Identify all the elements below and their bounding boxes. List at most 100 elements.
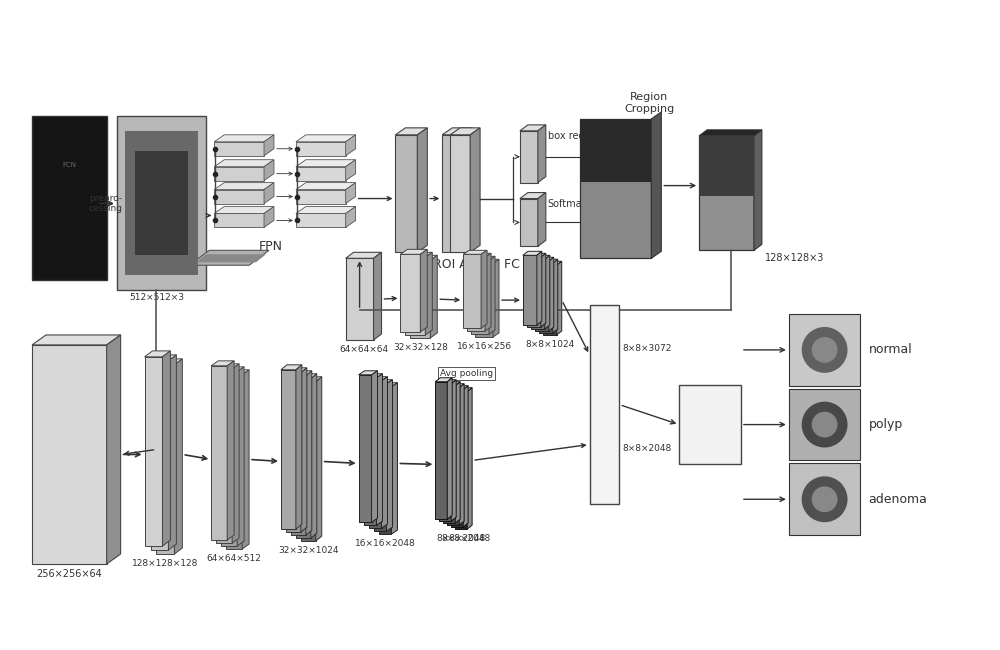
Polygon shape [520,131,538,183]
Text: 8×8×1024: 8×8×1024 [525,340,574,349]
Polygon shape [539,263,553,333]
Text: 8×8×3072: 8×8×3072 [622,344,672,354]
Polygon shape [471,256,495,260]
Text: adenoma: adenoma [868,493,927,506]
Polygon shape [214,135,274,142]
Polygon shape [699,136,754,250]
Polygon shape [311,374,317,538]
Polygon shape [553,259,558,333]
Polygon shape [450,135,470,252]
Polygon shape [467,254,491,257]
Polygon shape [405,252,432,257]
Polygon shape [226,370,249,375]
Polygon shape [463,250,487,254]
Polygon shape [174,359,182,554]
Polygon shape [346,183,356,203]
Polygon shape [32,345,107,564]
Polygon shape [471,260,489,334]
Text: 16×16×2048: 16×16×2048 [355,539,415,548]
Polygon shape [296,207,356,213]
Polygon shape [364,374,383,378]
Polygon shape [520,198,538,246]
Polygon shape [447,388,459,525]
Polygon shape [374,384,386,531]
Polygon shape [306,370,312,535]
Polygon shape [264,135,274,156]
Text: FC layers: FC layers [681,418,739,431]
Polygon shape [377,374,383,525]
Polygon shape [379,387,391,534]
Polygon shape [301,368,307,532]
Polygon shape [296,213,346,228]
Polygon shape [651,112,661,258]
Polygon shape [291,376,306,535]
Polygon shape [196,254,266,262]
Polygon shape [296,190,346,203]
Polygon shape [538,192,546,246]
Polygon shape [296,160,356,166]
Polygon shape [541,254,546,327]
Polygon shape [439,380,456,383]
Text: 8×8×2048: 8×8×2048 [622,444,672,453]
Polygon shape [359,375,372,522]
Polygon shape [538,125,546,183]
Polygon shape [296,142,346,156]
Polygon shape [379,383,397,387]
Polygon shape [443,382,460,385]
Polygon shape [443,385,455,523]
Polygon shape [156,365,174,554]
Circle shape [812,337,838,363]
Polygon shape [447,384,464,388]
Polygon shape [535,257,554,261]
Polygon shape [281,365,302,370]
Polygon shape [493,259,499,337]
Circle shape [812,411,838,437]
Polygon shape [211,361,234,366]
Polygon shape [214,160,274,166]
Polygon shape [451,385,468,390]
Polygon shape [400,250,427,254]
Polygon shape [489,256,495,334]
Polygon shape [420,250,427,332]
Polygon shape [346,252,382,258]
Polygon shape [145,351,170,357]
Circle shape [802,476,848,522]
Polygon shape [117,116,206,290]
Text: 32×32×128: 32×32×128 [393,343,448,352]
Polygon shape [162,351,170,546]
Polygon shape [417,128,427,252]
Polygon shape [789,314,860,385]
Polygon shape [463,254,481,328]
Polygon shape [447,378,452,519]
Polygon shape [450,128,480,135]
Polygon shape [531,255,550,259]
Polygon shape [125,131,198,275]
Polygon shape [451,380,456,521]
Polygon shape [439,384,451,521]
Polygon shape [391,383,397,534]
Polygon shape [405,257,425,335]
Polygon shape [216,369,232,543]
Polygon shape [789,463,860,535]
Polygon shape [281,370,296,529]
Polygon shape [442,128,472,135]
Polygon shape [539,259,558,263]
Polygon shape [789,389,860,460]
Polygon shape [467,388,472,529]
Polygon shape [168,355,176,550]
Polygon shape [156,359,182,365]
Polygon shape [400,254,420,332]
Polygon shape [214,142,264,156]
Polygon shape [523,255,537,325]
Text: FCN: FCN [62,162,76,168]
Text: 64×64×512: 64×64×512 [207,554,262,563]
Text: FPN: FPN [259,240,283,254]
Polygon shape [580,119,651,181]
Polygon shape [520,192,546,198]
Polygon shape [475,259,499,263]
Polygon shape [296,379,311,538]
Polygon shape [485,254,491,331]
Polygon shape [382,377,387,528]
Polygon shape [580,119,651,258]
Polygon shape [410,260,430,338]
